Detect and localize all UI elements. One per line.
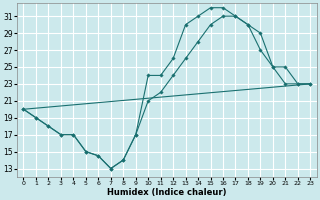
- X-axis label: Humidex (Indice chaleur): Humidex (Indice chaleur): [107, 188, 227, 197]
